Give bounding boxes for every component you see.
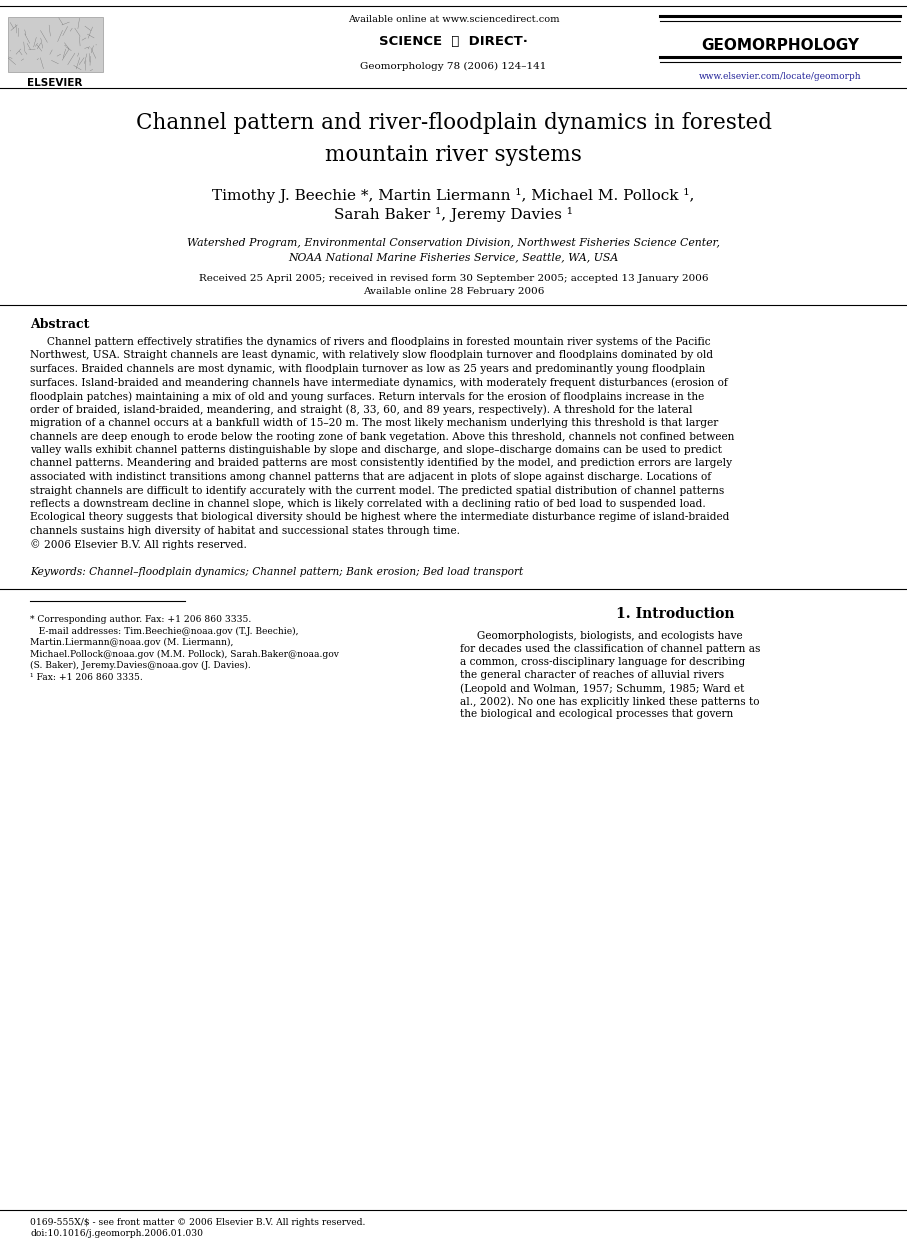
Text: E-mail addresses: Tim.Beechie@noaa.gov (T.J. Beechie),: E-mail addresses: Tim.Beechie@noaa.gov (…: [30, 626, 298, 635]
Text: for decades used the classification of channel pattern as: for decades used the classification of c…: [460, 644, 760, 654]
Text: GEOMORPHOLOGY: GEOMORPHOLOGY: [701, 38, 859, 53]
Text: migration of a channel occurs at a bankfull width of 15–20 m. The most likely me: migration of a channel occurs at a bankf…: [30, 418, 718, 428]
Text: surfaces. Island-braided and meandering channels have intermediate dynamics, wit: surfaces. Island-braided and meandering …: [30, 378, 727, 387]
Text: Sarah Baker ¹, Jeremy Davies ¹: Sarah Baker ¹, Jeremy Davies ¹: [334, 207, 573, 222]
Text: www.elsevier.com/locate/geomorph: www.elsevier.com/locate/geomorph: [698, 72, 862, 80]
Text: 1. Introduction: 1. Introduction: [617, 607, 735, 621]
Text: Timothy J. Beechie *, Martin Liermann ¹, Michael M. Pollock ¹,: Timothy J. Beechie *, Martin Liermann ¹,…: [212, 188, 695, 203]
Text: SCIENCE  ⓐ  DIRECT·: SCIENCE ⓐ DIRECT·: [379, 35, 528, 48]
Text: order of braided, island-braided, meandering, and straight (8, 33, 60, and 89 ye: order of braided, island-braided, meande…: [30, 405, 693, 415]
Text: Channel pattern and river-floodplain dynamics in forested
mountain river systems: Channel pattern and river-floodplain dyn…: [135, 111, 772, 166]
Bar: [8, 17, 103, 72]
Text: Geomorphologists, biologists, and ecologists have: Geomorphologists, biologists, and ecolog…: [460, 631, 743, 641]
Text: al., 2002). No one has explicitly linked these patterns to: al., 2002). No one has explicitly linked…: [460, 696, 759, 707]
Text: the general character of reaches of alluvial rivers: the general character of reaches of allu…: [460, 670, 724, 680]
Text: Northwest, USA. Straight channels are least dynamic, with relatively slow floodp: Northwest, USA. Straight channels are le…: [30, 350, 713, 360]
Text: Keywords: Channel–floodplain dynamics; Channel pattern; Bank erosion; Bed load t: Keywords: Channel–floodplain dynamics; C…: [30, 567, 523, 577]
Text: straight channels are difficult to identify accurately with the current model. T: straight channels are difficult to ident…: [30, 485, 725, 495]
Text: reflects a downstream decline in channel slope, which is likely correlated with : reflects a downstream decline in channel…: [30, 499, 706, 509]
Text: Michael.Pollock@noaa.gov (M.M. Pollock), Sarah.Baker@noaa.gov: Michael.Pollock@noaa.gov (M.M. Pollock),…: [30, 650, 339, 659]
Text: ¹ Fax: +1 206 860 3335.: ¹ Fax: +1 206 860 3335.: [30, 672, 142, 681]
Text: Abstract: Abstract: [30, 318, 90, 331]
Text: © 2006 Elsevier B.V. All rights reserved.: © 2006 Elsevier B.V. All rights reserved…: [30, 540, 247, 550]
Text: channel patterns. Meandering and braided patterns are most consistently identifi: channel patterns. Meandering and braided…: [30, 458, 732, 468]
Text: Received 25 April 2005; received in revised form 30 September 2005; accepted 13 : Received 25 April 2005; received in revi…: [199, 274, 708, 284]
Text: NOAA National Marine Fisheries Service, Seattle, WA, USA: NOAA National Marine Fisheries Service, …: [288, 253, 619, 262]
Text: * Corresponding author. Fax: +1 206 860 3335.: * Corresponding author. Fax: +1 206 860 …: [30, 615, 251, 624]
Text: doi:10.1016/j.geomorph.2006.01.030: doi:10.1016/j.geomorph.2006.01.030: [30, 1229, 203, 1238]
Text: the biological and ecological processes that govern: the biological and ecological processes …: [460, 709, 733, 719]
Text: (S. Baker), Jeremy.Davies@noaa.gov (J. Davies).: (S. Baker), Jeremy.Davies@noaa.gov (J. D…: [30, 661, 250, 670]
Text: Martin.Liermann@noaa.gov (M. Liermann),: Martin.Liermann@noaa.gov (M. Liermann),: [30, 638, 233, 647]
Text: a common, cross-disciplinary language for describing: a common, cross-disciplinary language fo…: [460, 657, 746, 667]
Text: surfaces. Braided channels are most dynamic, with floodplain turnover as low as : surfaces. Braided channels are most dyna…: [30, 364, 706, 374]
Text: valley walls exhibit channel patterns distinguishable by slope and discharge, an: valley walls exhibit channel patterns di…: [30, 444, 722, 456]
Text: ELSEVIER: ELSEVIER: [27, 78, 83, 88]
Text: channels sustains high diversity of habitat and successional states through time: channels sustains high diversity of habi…: [30, 526, 460, 536]
Text: 0169-555X/$ - see front matter © 2006 Elsevier B.V. All rights reserved.: 0169-555X/$ - see front matter © 2006 El…: [30, 1218, 366, 1227]
Text: Available online 28 February 2006: Available online 28 February 2006: [363, 287, 544, 296]
Text: Watershed Program, Environmental Conservation Division, Northwest Fisheries Scie: Watershed Program, Environmental Conserv…: [187, 238, 720, 248]
Text: floodplain patches) maintaining a mix of old and young surfaces. Return interval: floodplain patches) maintaining a mix of…: [30, 391, 704, 401]
Text: Geomorphology 78 (2006) 124–141: Geomorphology 78 (2006) 124–141: [360, 62, 547, 71]
Text: associated with indistinct transitions among channel patterns that are adjacent : associated with indistinct transitions a…: [30, 472, 711, 482]
Text: Ecological theory suggests that biological diversity should be highest where the: Ecological theory suggests that biologic…: [30, 513, 729, 522]
Text: channels are deep enough to erode below the rooting zone of bank vegetation. Abo: channels are deep enough to erode below …: [30, 432, 735, 442]
Text: (Leopold and Wolman, 1957; Schumm, 1985; Ward et: (Leopold and Wolman, 1957; Schumm, 1985;…: [460, 683, 745, 693]
Text: Channel pattern effectively stratifies the dynamics of rivers and floodplains in: Channel pattern effectively stratifies t…: [30, 337, 710, 347]
Text: Available online at www.sciencedirect.com: Available online at www.sciencedirect.co…: [347, 15, 560, 24]
